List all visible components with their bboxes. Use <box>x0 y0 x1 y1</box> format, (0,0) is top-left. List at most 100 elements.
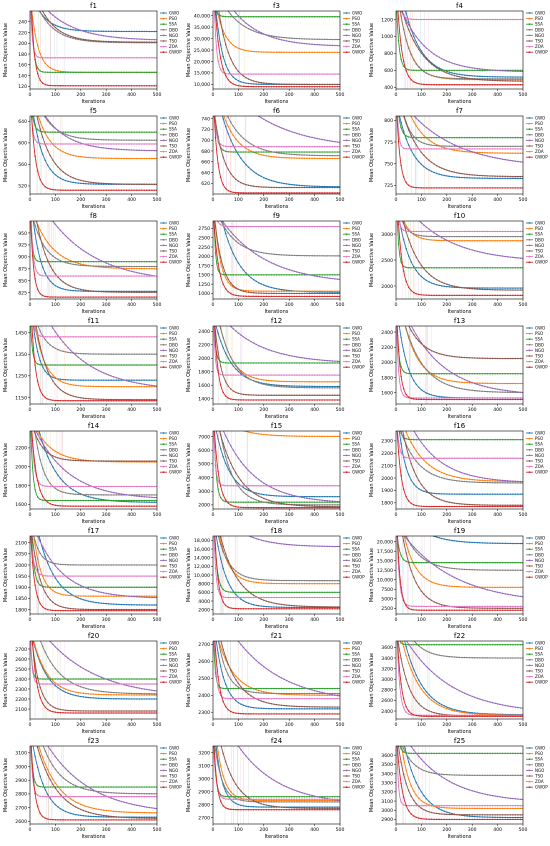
legend-label-ZOA: ZOA <box>169 254 178 259</box>
series-point-NGO <box>102 34 105 37</box>
series-point-GWO <box>296 184 298 186</box>
series-point-PSO <box>107 385 110 388</box>
series-point-DBO <box>107 353 110 355</box>
series-point-DBO <box>463 235 466 238</box>
series-point-NGO <box>252 27 255 30</box>
series-point-NGO <box>479 251 481 253</box>
series-point-ZOA <box>44 57 46 59</box>
series-point-GWOP <box>255 295 257 298</box>
series-point-NGO <box>321 276 323 278</box>
series-point-GWOP <box>514 187 517 189</box>
series-point-TSO <box>425 157 428 159</box>
series-point-ZOA <box>471 18 473 21</box>
series-point-PSO <box>146 267 148 270</box>
series-point-SSA <box>456 136 458 139</box>
series-point-SSA <box>247 362 250 364</box>
series-point-TSO <box>113 291 115 293</box>
series-point-SSA <box>263 362 265 364</box>
series-point-GWO <box>37 7 39 9</box>
series-point-NGO <box>512 256 514 259</box>
x-tick-label: 100 <box>417 92 426 98</box>
series-point-GWO <box>336 385 339 388</box>
series-point-SSA <box>151 364 153 366</box>
series-point-DBO <box>509 235 512 238</box>
series-point-NGO <box>250 249 252 252</box>
series-point-SSA <box>296 274 298 276</box>
series-point-TSO <box>125 398 128 401</box>
series-point-DBO <box>242 137 245 140</box>
series-point-TSO <box>219 256 222 258</box>
series-point-NGO <box>425 126 428 129</box>
series-point-DBO <box>428 143 430 146</box>
series-point-GWO <box>451 72 453 74</box>
series-point-PSO <box>423 134 425 137</box>
series-point-TSO <box>293 186 296 189</box>
series-point-PSO <box>303 290 306 292</box>
series-point-GWO <box>507 287 509 289</box>
series-point-GWO <box>403 2 405 4</box>
y-tick-label: 25,000 <box>194 48 210 54</box>
series-point-PSO <box>303 157 306 160</box>
series-point-SSA <box>36 128 39 131</box>
legend-marker-PSO <box>345 227 348 230</box>
x-axis-label: Iterations <box>265 204 289 210</box>
series-point-SSA <box>400 261 402 263</box>
series-point-ZOA <box>306 225 308 228</box>
series-point-TSO <box>100 182 102 185</box>
series-point-ZOA <box>433 148 435 150</box>
series-point-ZOA <box>100 57 102 59</box>
series-point-GWO <box>133 379 135 381</box>
series-point-DBO <box>39 11 41 13</box>
series-point-GWO <box>446 285 448 288</box>
series-point-ZOA <box>263 73 265 75</box>
series-point-SSA <box>290 151 293 153</box>
series-point-TSO <box>153 398 156 401</box>
series-point-GWO <box>47 373 49 375</box>
series-point-SSA <box>321 15 323 18</box>
series-point-NGO <box>57 18 59 20</box>
series-point-GWO <box>257 281 260 284</box>
series-point-GWOP <box>31 254 34 257</box>
series-point-PSO <box>128 157 130 160</box>
series-point-PSO <box>479 151 481 154</box>
series-point-SSA <box>324 15 326 18</box>
series-point-NGO <box>324 139 326 141</box>
series-point-GWOP <box>260 192 263 194</box>
series-point-ZOA <box>308 145 311 148</box>
series-point-NGO <box>303 134 306 137</box>
series-point-ZOA <box>252 145 255 148</box>
series-point-GWOP <box>92 296 95 298</box>
series-point-ZOA <box>34 265 36 268</box>
series-point-NGO <box>308 136 311 138</box>
series-point-NGO <box>123 37 125 39</box>
series-point-TSO <box>232 63 235 65</box>
series-point-DBO <box>240 244 242 246</box>
series-point-GWO <box>473 177 476 179</box>
series-point-SSA <box>318 151 321 153</box>
series-point-GWOP <box>507 294 509 297</box>
series-point-SSA <box>435 136 438 139</box>
series-point-GWO <box>217 332 219 334</box>
series-point-TSO <box>519 80 522 82</box>
series-point-DBO <box>255 250 257 253</box>
chart-title: f10 <box>454 212 465 220</box>
series-point-NGO <box>418 39 420 41</box>
series-point-NGO <box>245 245 247 248</box>
x-tick-label: 0 <box>212 407 215 413</box>
series-point-TSO <box>57 28 59 31</box>
series-point-ZOA <box>285 225 288 228</box>
series-point-PSO <box>430 239 433 241</box>
series-point-PSO <box>80 385 82 387</box>
series-point-PSO <box>270 290 273 292</box>
series-point-SSA <box>448 136 451 139</box>
series-point-SSA <box>57 131 59 133</box>
series-point-ZOA <box>326 225 329 228</box>
series-point-GWOP <box>62 189 64 191</box>
series-point-TSO <box>476 288 479 290</box>
series-point-NGO <box>69 349 72 352</box>
series-point-PSO <box>102 266 105 269</box>
series-point-SSA <box>250 15 252 18</box>
series-point-GWOP <box>135 189 138 191</box>
